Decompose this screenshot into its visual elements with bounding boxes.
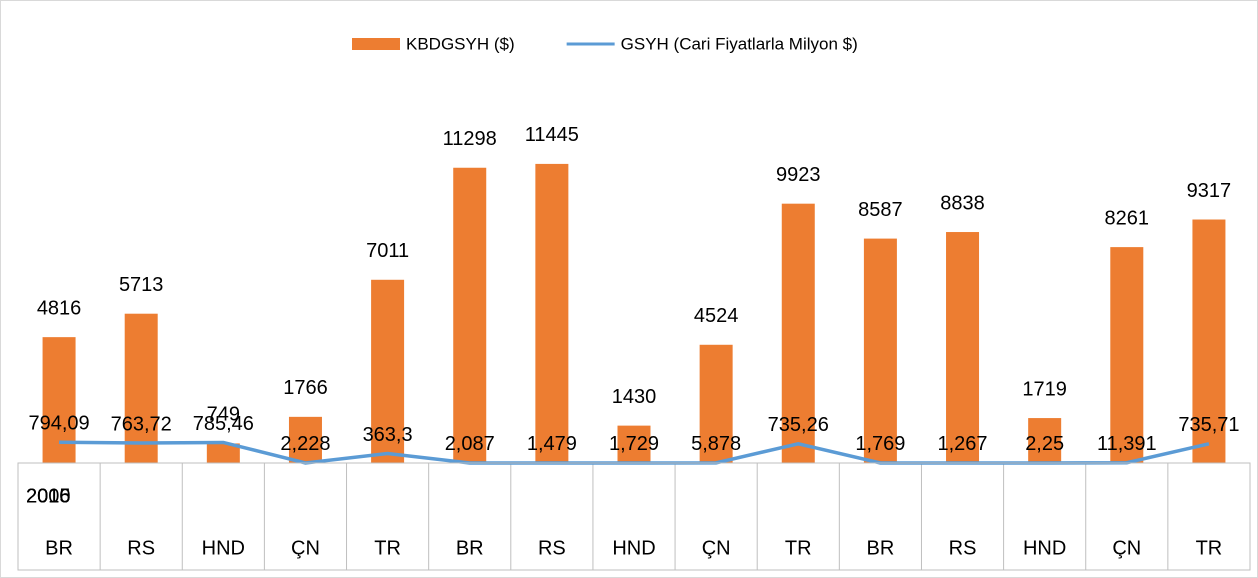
x-tick-label: TR bbox=[1196, 537, 1223, 559]
bar-label: 9317 bbox=[1187, 180, 1232, 202]
bar bbox=[535, 163, 569, 464]
line-label: 1,267 bbox=[938, 433, 988, 455]
line-label: 735,71 bbox=[1178, 414, 1239, 436]
bar bbox=[781, 203, 815, 463]
bar bbox=[288, 416, 322, 463]
bar bbox=[206, 443, 240, 463]
x-tick-label: TR bbox=[374, 537, 401, 559]
legend-swatch bbox=[352, 38, 400, 50]
bar bbox=[617, 425, 651, 463]
bar-label: 1719 bbox=[1022, 378, 1067, 400]
line-label: 1,769 bbox=[855, 433, 905, 455]
bar bbox=[863, 238, 897, 463]
bar-label: 1430 bbox=[612, 386, 657, 408]
bar bbox=[699, 344, 733, 463]
x-tick-label: RS bbox=[949, 537, 977, 559]
line-label: 11,391 bbox=[1097, 433, 1157, 455]
bar-label: 4816 bbox=[37, 297, 82, 319]
line-label: 2,25 bbox=[1025, 433, 1064, 455]
x-tick-label: BR bbox=[45, 537, 73, 559]
line-label: 363,3 bbox=[363, 424, 413, 446]
x-tick-label: HND bbox=[1023, 537, 1066, 559]
x-tick-label: HND bbox=[612, 537, 655, 559]
x-tick-label: ÇN bbox=[291, 537, 320, 559]
x-tick-label: RS bbox=[538, 537, 566, 559]
line-label: 785,46 bbox=[193, 413, 254, 435]
x-tick-label: ÇN bbox=[1112, 537, 1141, 559]
bar-label: 8587 bbox=[858, 199, 903, 221]
line-label: 2,228 bbox=[280, 433, 330, 455]
group-label: 2010 bbox=[26, 485, 71, 507]
bar bbox=[1028, 418, 1062, 463]
x-tick-label: HND bbox=[202, 537, 245, 559]
x-tick-label: ÇN bbox=[702, 537, 731, 559]
line-label: 794,09 bbox=[28, 413, 89, 435]
bar bbox=[1192, 219, 1226, 463]
bar-label: 4524 bbox=[694, 305, 739, 327]
line-label: 5,878 bbox=[691, 433, 741, 455]
bar bbox=[371, 279, 405, 463]
line-label: 1,729 bbox=[609, 433, 659, 455]
x-tick-label: RS bbox=[127, 537, 155, 559]
bar-label: 5713 bbox=[119, 274, 164, 296]
x-tick-label: BR bbox=[456, 537, 484, 559]
bar bbox=[946, 232, 980, 463]
bar bbox=[42, 337, 76, 463]
legend-label: GSYH (Cari Fiyatlarla Milyon $) bbox=[621, 34, 858, 53]
bar-label: 8838 bbox=[940, 192, 985, 214]
bar bbox=[1110, 247, 1144, 463]
bar-label: 9923 bbox=[776, 164, 821, 186]
x-tick-label: BR bbox=[867, 537, 895, 559]
bar-label: 749 bbox=[207, 404, 240, 426]
line-label: 735,26 bbox=[768, 414, 829, 436]
bar bbox=[124, 313, 158, 463]
bar bbox=[453, 167, 487, 463]
legend-label: KBDGSYH ($) bbox=[406, 34, 515, 53]
bar-label: 11445 bbox=[525, 124, 579, 146]
line-label: 2,087 bbox=[445, 433, 495, 455]
bar-label: 1766 bbox=[283, 377, 328, 399]
bar-label: 11298 bbox=[443, 128, 497, 150]
group-label: 2005 bbox=[26, 485, 71, 507]
line-label: 763,72 bbox=[111, 413, 172, 435]
line-label: 1,479 bbox=[527, 433, 577, 455]
x-tick-label: TR bbox=[785, 537, 812, 559]
bar-label: 8261 bbox=[1105, 207, 1150, 229]
bar-label: 7011 bbox=[366, 240, 409, 262]
legend: KBDGSYH ($) GSYH (Cari Fiyatlarla Milyon … bbox=[352, 34, 858, 53]
group-label: 2016 bbox=[26, 485, 71, 507]
